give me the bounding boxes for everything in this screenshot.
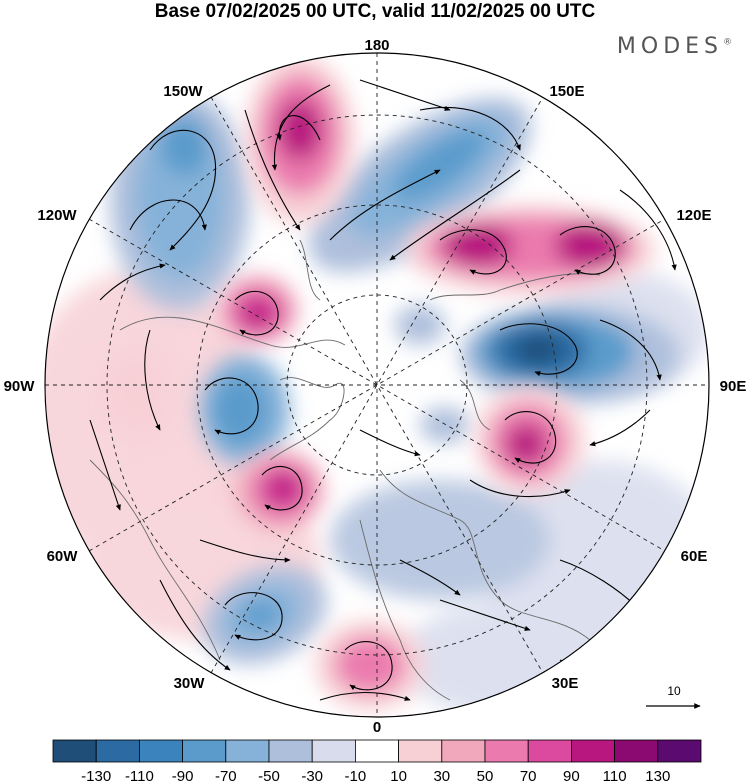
lon-label-30w: 30W — [174, 675, 206, 692]
colorbar-tick-label: -70 — [215, 768, 237, 783]
reference-vector-label: 10 — [667, 684, 681, 698]
colorbar-tick-label: -10 — [345, 768, 367, 783]
colorbar: -130 -110 -90 -70 -50 -30 -10 10 30 50 70 90 110 130 — [52, 739, 702, 783]
colorbar-swatch — [484, 739, 529, 763]
colorbar-tick-label: -50 — [258, 768, 280, 783]
colorbar-tick-label: 10 — [390, 768, 407, 783]
colorbar-swatch — [268, 739, 313, 763]
colorbar-tick-label: -90 — [172, 768, 194, 783]
lon-label-180: 180 — [364, 37, 389, 54]
colorbar-tick-label: 30 — [433, 768, 450, 783]
lon-label-30e: 30E — [552, 675, 579, 692]
colorbar-swatch — [95, 739, 140, 763]
lon-label-120e: 120E — [676, 207, 711, 224]
colorbar-swatch — [354, 739, 399, 763]
colorbar-swatch — [527, 739, 572, 763]
lon-label-150w: 150W — [163, 83, 203, 100]
registered-mark: ® — [723, 37, 732, 48]
lon-label-0: 0 — [373, 719, 381, 735]
lon-label-90w: 90W — [4, 378, 36, 395]
lon-label-120w: 120W — [37, 207, 77, 224]
colorbar-swatch — [311, 739, 356, 763]
colorbar-swatch — [657, 739, 702, 763]
colorbar-swatch — [571, 739, 616, 763]
reference-vector: 10 — [646, 684, 701, 709]
polar-map: 180 150E 120E 90E 60E 30E 0 30W 60W 90W … — [4, 37, 747, 735]
colorbar-swatch — [441, 739, 486, 763]
lon-label-60e: 60E — [681, 548, 708, 565]
coastlines — [89, 239, 601, 701]
colorbar-tick-label: 90 — [563, 768, 580, 783]
colorbar-tick-label: 50 — [477, 768, 494, 783]
colorbar-tick-label: -30 — [301, 768, 323, 783]
colorbar-tick-label: -130 — [81, 768, 111, 783]
lon-label-150e: 150E — [549, 83, 584, 100]
wind-streamlines — [89, 79, 677, 701]
lon-label-90e: 90E — [720, 378, 747, 395]
colorbar-swatch — [52, 739, 97, 763]
colorbar-tick-label: 130 — [645, 768, 670, 783]
map-title: Base 07/02/2025 00 UTC, valid 11/02/2025… — [154, 1, 596, 22]
colorbar-swatch — [614, 739, 659, 763]
colorbar-swatch — [138, 739, 183, 763]
brand-name: MODES — [616, 34, 723, 59]
modes-logo: MODES® — [617, 34, 732, 59]
colorbar-swatch — [398, 739, 443, 763]
colorbar-swatches — [52, 739, 702, 763]
map-boundary — [44, 52, 710, 718]
lon-label-60w: 60W — [47, 548, 79, 565]
colorbar-swatch — [225, 739, 270, 763]
colorbar-swatch — [182, 739, 227, 763]
colorbar-tick-label: 110 — [603, 768, 627, 783]
colorbar-tick-label: 70 — [520, 768, 537, 783]
colorbar-tick-label: -110 — [125, 768, 154, 783]
colorbar-ticks: -130 -110 -90 -70 -50 -30 -10 10 30 50 70 90 110 130 — [81, 768, 670, 783]
